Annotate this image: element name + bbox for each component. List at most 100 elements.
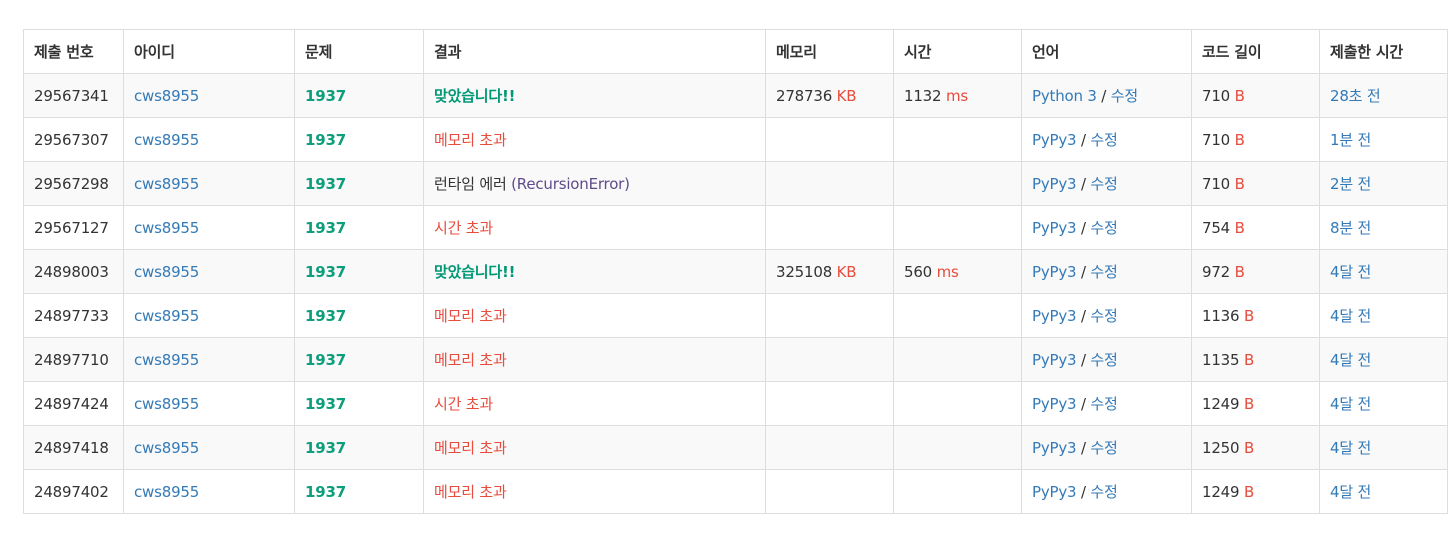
cell-memory: [765, 469, 894, 514]
cell-time: 560 ms: [893, 249, 1022, 294]
language-link[interactable]: PyPy3: [1032, 395, 1077, 413]
problem-link[interactable]: 1937: [305, 174, 346, 193]
cell-submission-id: 29567341: [23, 73, 124, 118]
edit-link[interactable]: 수정: [1090, 395, 1118, 413]
language-link[interactable]: PyPy3: [1032, 131, 1077, 149]
language-link[interactable]: PyPy3: [1032, 439, 1077, 457]
problem-link[interactable]: 1937: [305, 218, 346, 237]
user-link[interactable]: cws8955: [134, 438, 200, 457]
submitted-time-link[interactable]: 28초 전: [1330, 87, 1381, 105]
edit-link[interactable]: 수정: [1090, 263, 1118, 281]
edit-link[interactable]: 수정: [1090, 439, 1118, 457]
submission-id: 29567341: [34, 86, 109, 105]
submitted-time-link[interactable]: 2분 전: [1330, 175, 1372, 193]
result-detail-link[interactable]: (RecursionError): [511, 175, 630, 193]
language-link[interactable]: PyPy3: [1032, 351, 1077, 369]
submitted-time-link[interactable]: 4달 전: [1330, 483, 1372, 501]
problem-link[interactable]: 1937: [305, 394, 346, 413]
edit-link[interactable]: 수정: [1090, 351, 1118, 369]
submitted-time-link[interactable]: 4달 전: [1330, 351, 1372, 369]
user-link[interactable]: cws8955: [134, 350, 200, 369]
user-link[interactable]: cws8955: [134, 306, 200, 325]
result-text[interactable]: 시간 초과: [434, 219, 493, 237]
user-link[interactable]: cws8955: [134, 394, 200, 413]
table-row: 29567298 cws8955 1937 런타임 에러 (RecursionErro…: [23, 161, 1448, 206]
edit-link[interactable]: 수정: [1090, 131, 1118, 149]
column-header-code-length: 코드 길이: [1191, 29, 1320, 74]
cell-user-id: cws8955: [123, 381, 295, 426]
submission-id: 24897733: [34, 306, 109, 325]
cell-memory: [765, 337, 894, 382]
cell-time: [893, 425, 1022, 470]
submission-id: 24897710: [34, 350, 109, 369]
problem-link[interactable]: 1937: [305, 306, 346, 325]
result-text[interactable]: 런타임 에러: [434, 175, 507, 193]
problem-link[interactable]: 1937: [305, 86, 346, 105]
problem-link[interactable]: 1937: [305, 438, 346, 457]
cell-time: [893, 469, 1022, 514]
result-text[interactable]: 메모리 초과: [434, 307, 507, 325]
cell-language: Python 3 / 수정: [1021, 73, 1192, 118]
problem-link[interactable]: 1937: [305, 350, 346, 369]
language-link[interactable]: PyPy3: [1032, 263, 1077, 281]
code-length-value: 972: [1202, 262, 1231, 281]
cell-memory: [765, 161, 894, 206]
problem-link[interactable]: 1937: [305, 130, 346, 149]
time-value: 1132: [904, 86, 942, 105]
cell-submitted-time: 1분 전: [1319, 117, 1448, 162]
submitted-time-link[interactable]: 4달 전: [1330, 307, 1372, 325]
user-link[interactable]: cws8955: [134, 86, 200, 105]
cell-code-length: 710 B: [1191, 73, 1320, 118]
user-link[interactable]: cws8955: [134, 482, 200, 501]
result-text[interactable]: 맞았습니다!!: [434, 263, 516, 281]
result-text[interactable]: 메모리 초과: [434, 483, 507, 501]
language-link[interactable]: Python 3: [1032, 87, 1097, 105]
table-row: 24897710 cws8955 1937 메모리 초과 PyPy3 / 수정 1135 …: [23, 337, 1448, 382]
edit-link[interactable]: 수정: [1090, 483, 1118, 501]
submission-status-table: 제출 번호 아이디 문제 결과 메모리 시간 언어 코드 길이 제출한 시간 2…: [23, 29, 1448, 514]
memory-value: 278736: [776, 86, 833, 105]
edit-link[interactable]: 수정: [1090, 175, 1118, 193]
cell-language: PyPy3 / 수정: [1021, 161, 1192, 206]
memory-unit: KB: [836, 86, 857, 105]
user-link[interactable]: cws8955: [134, 174, 200, 193]
language-link[interactable]: PyPy3: [1032, 175, 1077, 193]
language-link[interactable]: PyPy3: [1032, 307, 1077, 325]
cell-language: PyPy3 / 수정: [1021, 337, 1192, 382]
result-text[interactable]: 맞았습니다!!: [434, 87, 516, 105]
cell-submitted-time: 8분 전: [1319, 205, 1448, 250]
language-link[interactable]: PyPy3: [1032, 483, 1077, 501]
column-header-result: 결과: [423, 29, 766, 74]
submitted-time-link[interactable]: 8분 전: [1330, 219, 1372, 237]
separator: /: [1101, 87, 1107, 105]
edit-link[interactable]: 수정: [1110, 87, 1138, 105]
column-header-time: 시간: [893, 29, 1022, 74]
user-link[interactable]: cws8955: [134, 218, 200, 237]
code-length-value: 1136: [1202, 306, 1240, 325]
code-length-unit: B: [1234, 86, 1245, 105]
cell-submitted-time: 2분 전: [1319, 161, 1448, 206]
language-link[interactable]: PyPy3: [1032, 219, 1077, 237]
problem-link[interactable]: 1937: [305, 262, 346, 281]
user-link[interactable]: cws8955: [134, 130, 200, 149]
column-header-problem: 문제: [294, 29, 424, 74]
result-text[interactable]: 메모리 초과: [434, 131, 507, 149]
column-header-language: 언어: [1021, 29, 1192, 74]
result-text[interactable]: 시간 초과: [434, 395, 493, 413]
cell-submission-id: 29567127: [23, 205, 124, 250]
problem-link[interactable]: 1937: [305, 482, 346, 501]
cell-memory: 278736 KB: [765, 73, 894, 118]
result-text[interactable]: 메모리 초과: [434, 351, 507, 369]
cell-result: 시간 초과: [423, 381, 766, 426]
edit-link[interactable]: 수정: [1090, 307, 1118, 325]
submitted-time-link[interactable]: 4달 전: [1330, 439, 1372, 457]
result-text[interactable]: 메모리 초과: [434, 439, 507, 457]
submitted-time-link[interactable]: 1분 전: [1330, 131, 1372, 149]
submitted-time-link[interactable]: 4달 전: [1330, 263, 1372, 281]
submitted-time-link[interactable]: 4달 전: [1330, 395, 1372, 413]
user-link[interactable]: cws8955: [134, 262, 200, 281]
cell-user-id: cws8955: [123, 205, 295, 250]
edit-link[interactable]: 수정: [1090, 219, 1118, 237]
cell-problem: 1937: [294, 161, 424, 206]
cell-submission-id: 29567307: [23, 117, 124, 162]
